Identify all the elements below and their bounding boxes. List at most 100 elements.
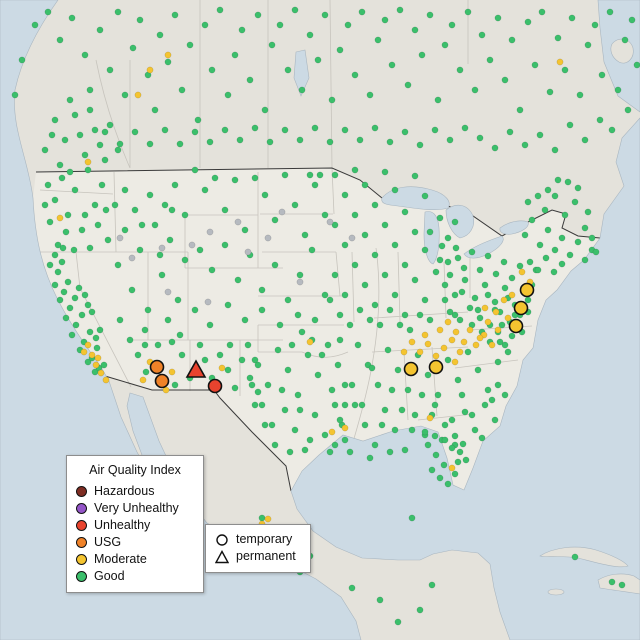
aqi-dot-good[interactable] bbox=[444, 258, 452, 266]
aqi-dot-good[interactable] bbox=[129, 44, 137, 52]
aqi-dot-good[interactable] bbox=[126, 336, 134, 344]
aqi-dot-good[interactable] bbox=[251, 356, 259, 364]
aqi-dot-good[interactable] bbox=[534, 266, 542, 274]
aqi-dot-good[interactable] bbox=[291, 201, 299, 209]
aqi-dot-good[interactable] bbox=[266, 138, 274, 146]
aqi-dot-good[interactable] bbox=[61, 136, 69, 144]
aqi-dot-good[interactable] bbox=[248, 381, 256, 389]
aqi-dot-good[interactable] bbox=[191, 306, 199, 314]
aqi-dot-good[interactable] bbox=[476, 134, 484, 142]
aqi-dot-good[interactable] bbox=[351, 166, 359, 174]
aqi-dot-good[interactable] bbox=[624, 106, 632, 114]
aqi-dot-good[interactable] bbox=[478, 434, 486, 442]
aqi-dot-inactive[interactable] bbox=[204, 298, 212, 306]
aqi-dot-good[interactable] bbox=[328, 386, 336, 394]
aqi-dot-moderate[interactable] bbox=[408, 338, 416, 346]
aqi-dot-good[interactable] bbox=[31, 21, 39, 29]
aqi-dot-good[interactable] bbox=[584, 41, 592, 49]
aqi-dot-good[interactable] bbox=[158, 271, 166, 279]
aqi-dot-good[interactable] bbox=[238, 356, 246, 364]
aqi-dot-good[interactable] bbox=[141, 341, 149, 349]
aqi-dot-good[interactable] bbox=[381, 406, 389, 414]
aqi-dot-moderate[interactable] bbox=[134, 91, 142, 99]
aqi-dot-good[interactable] bbox=[551, 146, 559, 154]
aqi-dot-good[interactable] bbox=[501, 284, 509, 292]
aqi-dot-good[interactable] bbox=[78, 226, 86, 234]
aqi-dot-good[interactable] bbox=[96, 26, 104, 34]
station-marker-circle[interactable] bbox=[513, 300, 529, 316]
aqi-dot-good[interactable] bbox=[51, 281, 59, 289]
aqi-dot-moderate[interactable] bbox=[448, 464, 456, 472]
aqi-dot-good[interactable] bbox=[341, 291, 349, 299]
aqi-dot-good[interactable] bbox=[459, 440, 467, 448]
aqi-dot-good[interactable] bbox=[84, 301, 92, 309]
aqi-dot-good[interactable] bbox=[431, 432, 439, 440]
aqi-dot-good[interactable] bbox=[236, 136, 244, 144]
aqi-dot-good[interactable] bbox=[371, 301, 379, 309]
aqi-dot-good[interactable] bbox=[224, 91, 232, 99]
aqi-dot-good[interactable] bbox=[346, 448, 354, 456]
aqi-dot-good[interactable] bbox=[321, 211, 329, 219]
aqi-dot-good[interactable] bbox=[494, 381, 502, 389]
aqi-dot-good[interactable] bbox=[551, 192, 559, 200]
aqi-dot-moderate[interactable] bbox=[56, 214, 64, 222]
aqi-dot-good[interactable] bbox=[91, 201, 99, 209]
aqi-dot-good[interactable] bbox=[91, 126, 99, 134]
aqi-dot-good[interactable] bbox=[314, 371, 322, 379]
aqi-dot-good[interactable] bbox=[528, 216, 536, 224]
aqi-dot-inactive[interactable] bbox=[188, 241, 196, 249]
aqi-dot-good[interactable] bbox=[488, 396, 496, 404]
aqi-dot-moderate[interactable] bbox=[264, 515, 272, 523]
aqi-dot-good[interactable] bbox=[154, 341, 162, 349]
aqi-dot-good[interactable] bbox=[46, 218, 54, 226]
aqi-dot-good[interactable] bbox=[70, 246, 78, 254]
featured-stations-layer[interactable] bbox=[149, 282, 535, 394]
aqi-dot-good[interactable] bbox=[281, 126, 289, 134]
aqi-dot-good[interactable] bbox=[331, 271, 339, 279]
aqi-dot-good[interactable] bbox=[344, 21, 352, 29]
aqi-dot-good[interactable] bbox=[121, 186, 129, 194]
aqi-dot-good[interactable] bbox=[381, 271, 389, 279]
aqi-dot-good[interactable] bbox=[581, 224, 589, 232]
aqi-dot-good[interactable] bbox=[628, 16, 636, 24]
aqi-dot-good[interactable] bbox=[341, 191, 349, 199]
aqi-dot-good[interactable] bbox=[101, 128, 109, 136]
aqi-dot-good[interactable] bbox=[88, 308, 96, 316]
aqi-dot-good[interactable] bbox=[96, 141, 104, 149]
station-marker-circle[interactable] bbox=[519, 282, 535, 298]
aqi-dot-good[interactable] bbox=[276, 321, 284, 329]
aqi-dot-good[interactable] bbox=[258, 401, 266, 409]
aqi-dot-good[interactable] bbox=[51, 196, 59, 204]
aqi-dot-good[interactable] bbox=[606, 8, 614, 16]
aqi-dot-good[interactable] bbox=[306, 31, 314, 39]
aqi-dot-good[interactable] bbox=[64, 211, 72, 219]
aqi-dot-good[interactable] bbox=[246, 374, 254, 382]
aqi-dot-moderate[interactable] bbox=[472, 341, 480, 349]
aqi-dot-moderate[interactable] bbox=[481, 304, 489, 312]
aqi-dot-good[interactable] bbox=[424, 441, 432, 449]
aqi-dot-good[interactable] bbox=[238, 26, 246, 34]
aqi-dot-good[interactable] bbox=[386, 306, 394, 314]
aqi-dot-good[interactable] bbox=[51, 251, 59, 259]
aqi-dot-moderate[interactable] bbox=[341, 424, 349, 432]
aqi-dot-good[interactable] bbox=[496, 338, 504, 346]
aqi-dot-moderate[interactable] bbox=[218, 364, 226, 372]
aqi-dot-good[interactable] bbox=[321, 11, 329, 19]
aqi-dot-good[interactable] bbox=[591, 21, 599, 29]
aqi-dot-good[interactable] bbox=[432, 268, 440, 276]
aqi-dot-good[interactable] bbox=[451, 432, 459, 440]
aqi-dot-good[interactable] bbox=[296, 406, 304, 414]
aqi-dot-good[interactable] bbox=[536, 241, 544, 249]
aqi-dot-good[interactable] bbox=[446, 271, 454, 279]
aqi-dot-good[interactable] bbox=[136, 16, 144, 24]
aqi-dot-good[interactable] bbox=[81, 291, 89, 299]
aqi-dot-good[interactable] bbox=[546, 88, 554, 96]
aqi-dot-good[interactable] bbox=[464, 348, 472, 356]
aqi-dot-moderate[interactable] bbox=[102, 376, 110, 384]
aqi-dot-good[interactable] bbox=[571, 198, 579, 206]
aqi-dot-good[interactable] bbox=[254, 361, 262, 369]
aqi-dot-good[interactable] bbox=[426, 228, 434, 236]
aqi-dot-good[interactable] bbox=[171, 181, 179, 189]
aqi-dot-good[interactable] bbox=[251, 124, 259, 132]
aqi-dot-good[interactable] bbox=[406, 326, 414, 334]
